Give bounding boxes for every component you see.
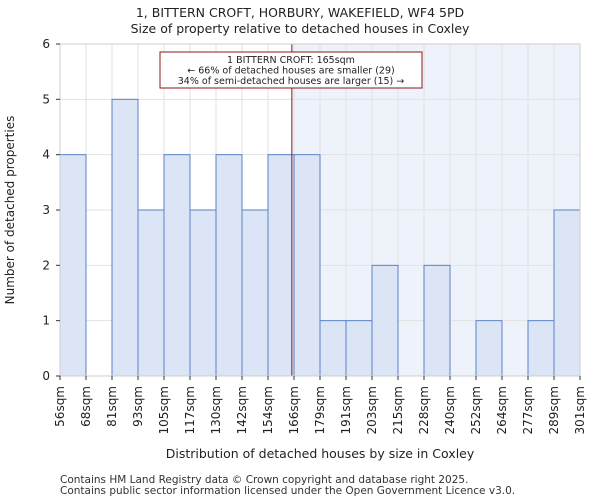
y-tick-label: 5 xyxy=(42,92,50,106)
bar xyxy=(163,154,191,377)
bar xyxy=(241,209,269,377)
x-tick-label: 301sqm xyxy=(573,386,587,434)
x-axis-label: Distribution of detached houses by size … xyxy=(166,446,475,461)
y-tick-label: 6 xyxy=(42,37,50,51)
x-tick-label: 215sqm xyxy=(391,386,405,434)
x-tick-label: 93sqm xyxy=(131,386,145,427)
bar xyxy=(59,154,87,377)
y-tick-label: 2 xyxy=(42,258,50,272)
bar xyxy=(475,320,503,377)
x-tick-label: 240sqm xyxy=(443,386,457,434)
bar xyxy=(137,209,165,377)
annotation-line-2: ← 66% of detached houses are smaller (29… xyxy=(187,66,394,77)
x-tick-label: 105sqm xyxy=(157,386,171,434)
x-tick-label: 154sqm xyxy=(261,386,275,434)
y-axis-label: Number of detached properties xyxy=(3,116,17,305)
annotation-line-3: 34% of semi-detached houses are larger (… xyxy=(178,76,405,87)
footer-copyright: Contains HM Land Registry data © Crown c… xyxy=(60,474,469,486)
y-tick-label: 3 xyxy=(42,203,50,217)
x-tick-label: 130sqm xyxy=(209,386,223,434)
y-tick-label: 4 xyxy=(42,148,50,162)
y-tick-label: 0 xyxy=(42,369,50,383)
annotation-line-1: 1 BITTERN CROFT: 165sqm xyxy=(227,55,355,66)
x-tick-label: 277sqm xyxy=(521,386,535,434)
bar xyxy=(267,154,295,377)
x-axis-ticks: 56sqm 68sqm 81sqm 93sqm 105sqm 117sqm 130sqm 14… xyxy=(53,376,587,434)
bar xyxy=(527,320,555,377)
x-tick-label: 179sqm xyxy=(313,386,327,434)
bar xyxy=(345,320,373,377)
bars xyxy=(59,98,581,377)
chart-title: 1, BITTERN CROFT, HORBURY, WAKEFIELD, WF… xyxy=(135,5,465,20)
x-tick-label: 117sqm xyxy=(183,386,197,434)
y-tick-label: 1 xyxy=(42,314,50,328)
bar xyxy=(215,154,243,377)
x-tick-label: 191sqm xyxy=(339,386,353,434)
x-tick-label: 81sqm xyxy=(105,386,119,427)
bar xyxy=(293,154,321,377)
bar xyxy=(553,209,581,377)
y-axis-ticks: 0 1 2 3 4 5 6 xyxy=(42,37,60,383)
bar xyxy=(189,209,217,377)
x-tick-label: 142sqm xyxy=(235,386,249,434)
bar xyxy=(319,320,347,377)
annotation-box xyxy=(159,51,423,89)
x-tick-label: 264sqm xyxy=(495,386,509,434)
bar xyxy=(371,264,399,377)
x-tick-label: 203sqm xyxy=(365,386,379,434)
x-tick-label: 289sqm xyxy=(547,386,561,434)
x-tick-label: 228sqm xyxy=(417,386,431,434)
x-tick-label: 252sqm xyxy=(469,386,483,434)
footer-licence: Contains public sector information licen… xyxy=(60,485,516,497)
bar xyxy=(111,98,139,377)
x-tick-label: 56sqm xyxy=(53,386,67,427)
x-tick-label: 166sqm xyxy=(287,386,301,434)
chart-subtitle: Size of property relative to detached ho… xyxy=(130,21,470,36)
bar xyxy=(423,264,451,377)
x-tick-label: 68sqm xyxy=(79,386,93,427)
